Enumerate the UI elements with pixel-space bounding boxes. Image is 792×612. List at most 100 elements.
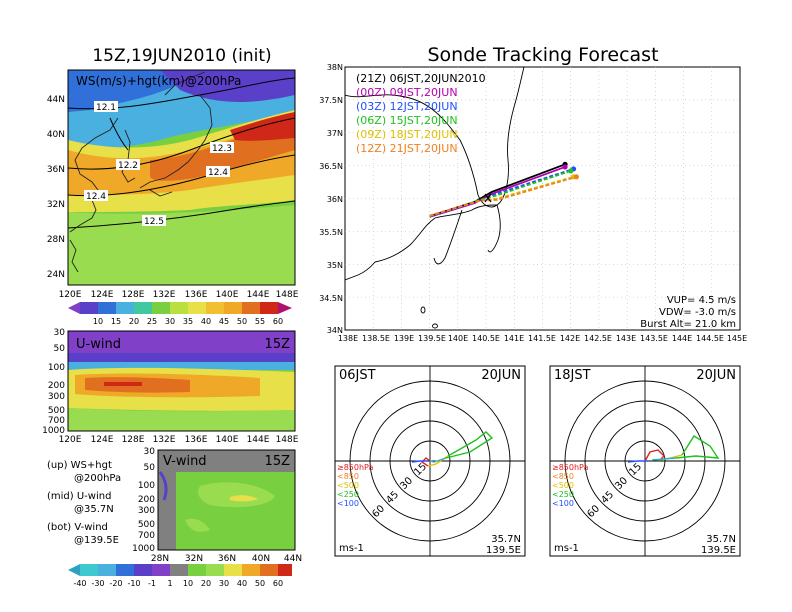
colorbar-label: 25 [147,317,157,326]
u-lon-ticks: 120E 124E 128E 132E 136E 140E 144E 148E [59,435,299,445]
lon-tick: 140E [216,290,239,300]
note-bot-1: (bot) V-wind [47,522,108,533]
uv-colorbar-labels: -40 -30 -20 -10 -1 1 10 20 30 40 50 60 [73,579,283,588]
colorbar-label: 1 [167,579,172,588]
panel-notes: (up) WS+hgt @200hPa (mid) U-wind @35.7N … [47,460,121,546]
colorbar-label: 60 [273,579,283,588]
lon-tick: 132E [153,435,176,445]
contour-label: 12.4 [86,192,106,202]
hodo-time-right: 20JUN [481,368,521,383]
hodo-line-100 [429,457,447,463]
info-vdw: VDW= -3.0 m/s [659,307,736,318]
pressure-legend: <850 [552,472,574,481]
lon-tick: 136E [185,290,208,300]
lon-tick: 120E [59,290,82,300]
lon-tick: 128E [122,435,145,445]
hodo-line-250 [445,431,494,459]
lon-tick: 140.5E [472,334,500,343]
pressure-legend: <500 [552,481,574,490]
lon-tick: 141.5E [528,334,556,343]
hodo-line-250 [675,435,720,459]
tracking-lon-ticks: 138E 138.5E 139E 139.5E 140E 140.5E 141E… [338,334,747,343]
coastline [345,67,525,329]
ws-colorbar-labels: 10 15 20 25 30 35 40 45 50 55 60 [93,317,283,326]
pressure-legend: <850 [337,472,359,481]
note-mid-1: (mid) U-wind [47,491,111,502]
trajectory-endpoint [568,168,574,174]
lon-tick: 140E [448,334,468,343]
p-tick: 700 [138,531,155,541]
legend-entry: (12Z) 21JST,20JUN [356,142,458,155]
map-lon-ticks: 120E 124E 128E 132E 136E 140E 144E 148E [59,290,299,300]
uv-colorbar [68,564,292,576]
hodo-line-100 [651,457,677,461]
colorbar-label: 40 [237,579,247,588]
note-up-2: @200hPa [74,473,121,484]
pressure-legend: ≥850hPa [552,463,589,472]
note-bot-2: @139.5E [74,535,119,546]
colorbar-label: 45 [219,317,229,326]
lat-tick: 32N [47,200,65,210]
map-contour-labels: 12.1 12.2 12.3 12.4 12.4 12.5 [84,101,234,227]
lon-tick: 120E [59,435,82,445]
lon-tick: 140E [216,435,239,445]
lat-tick: 44N [284,554,302,564]
u-panel-label: U-wind [76,337,121,352]
colorbar-label: -1 [148,579,156,588]
colorbar-label: -30 [91,579,104,588]
colorbar-label: 20 [129,317,139,326]
right-title: Sonde Tracking Forecast [427,44,658,66]
colorbar-label: 50 [237,317,247,326]
colorbar-label: 20 [201,579,211,588]
lon-tick: 139E [394,334,414,343]
info-burst: Burst Alt= 21.0 km [640,319,736,330]
lat-tick: 38N [327,63,343,72]
hodo-lon: 139.5E [701,545,736,556]
hodo-lat: 35.7N [706,534,736,545]
lat-tick: 28N [47,235,65,245]
lat-tick: 36N [327,195,343,204]
hodo-unit: ms-1 [554,543,579,554]
pressure-legend: <500 [337,481,359,490]
lon-tick: 132E [153,290,176,300]
pressure-legend: <250 [552,490,574,499]
lon-tick: 124E [91,435,114,445]
lat-tick: 32N [185,554,203,564]
ws-colorbar [68,302,292,314]
pressure-legend: <250 [337,490,359,499]
p-tick: 300 [48,392,65,402]
p-tick: 50 [144,463,156,473]
colorbar-label: 10 [93,317,103,326]
lat-tick: 40N [47,130,65,140]
colorbar-label: 30 [165,317,175,326]
lon-tick: 138.5E [362,334,390,343]
pressure-legend: <100 [552,499,574,508]
tracking-info: VUP= 4.5 m/s VDW= -3.0 m/s Burst Alt= 21… [640,295,736,330]
lat-tick: 34.5N [319,294,343,303]
lat-tick: 28N [151,554,169,564]
p-tick: 200 [138,495,155,505]
lon-tick: 136E [185,435,208,445]
contour-label: 12.4 [208,168,228,178]
hodo-line-850 [644,449,665,462]
v-frame [157,449,296,551]
legend-entry: (03Z) 12JST,20JUN [356,100,458,113]
lat-tick: 24N [47,270,65,280]
v-wind-section [158,450,295,550]
p-tick: 30 [54,328,66,338]
trajectory-endpoint [573,174,579,180]
map-frame [67,69,296,286]
colorbar-label: 50 [255,579,265,588]
lat-tick: 36N [47,165,65,175]
lon-tick: 148E [276,290,299,300]
p-tick: 200 [48,381,65,391]
tracking-legend: (21Z) 06JST,20JUN2010 (00Z) 09JST,20JUN … [356,72,486,155]
left-title: 15Z,19JUN2010 (init) [92,46,271,66]
v-panel-time: 15Z [265,454,291,469]
lat-tick: 35.5N [319,228,343,237]
colorbar-label: 15 [111,317,121,326]
lat-tick: 34N [327,326,343,335]
lon-tick: 143E [616,334,636,343]
colorbar-label: 55 [255,317,265,326]
